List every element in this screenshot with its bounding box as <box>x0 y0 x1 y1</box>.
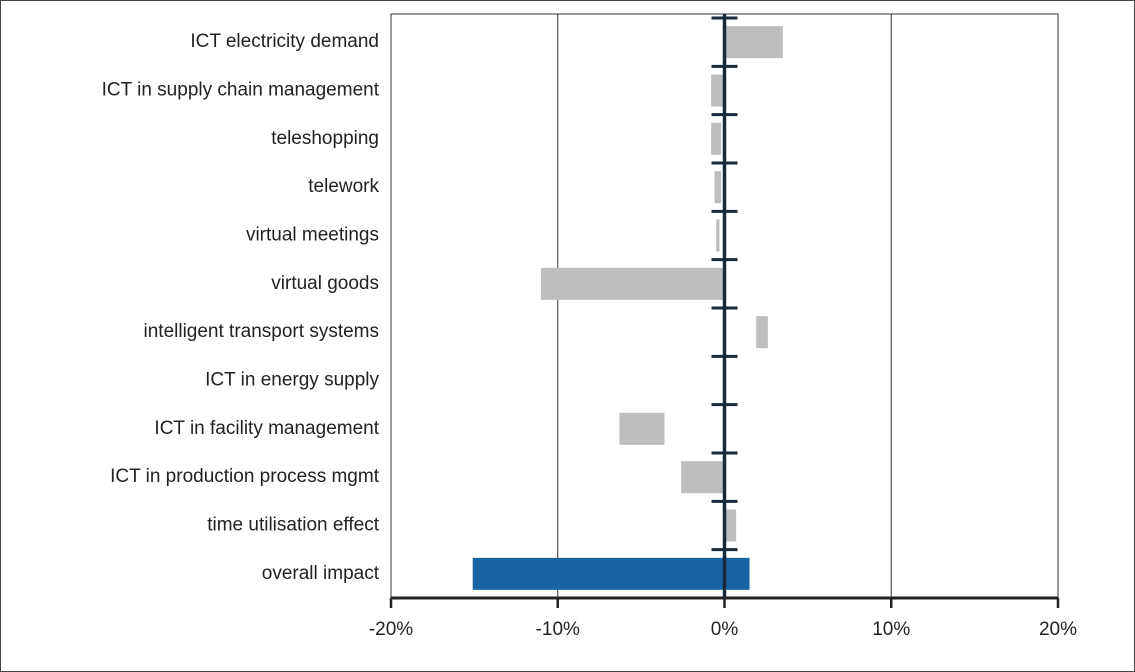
bar <box>711 122 722 155</box>
x-tick-label: 10% <box>872 619 910 640</box>
y-tick-label: overall impact <box>262 563 380 584</box>
x-tick-label: -20% <box>369 619 413 640</box>
y-tick-label: ICT in energy supply <box>205 370 379 391</box>
bar <box>681 461 725 494</box>
bar <box>714 171 722 204</box>
y-tick-label: ICT in production process mgmt <box>110 466 380 487</box>
y-tick-label: ICT in supply chain management <box>102 80 380 101</box>
y-tick-label: virtual meetings <box>246 225 379 246</box>
x-tick-label: 0% <box>711 619 739 640</box>
bar <box>472 557 750 590</box>
bar <box>619 412 665 445</box>
y-tick-label: virtual goods <box>271 273 379 294</box>
y-tick-label: ICT electricity demand <box>190 31 379 52</box>
x-tick-label: 20% <box>1039 619 1077 640</box>
bar <box>716 219 720 252</box>
bar <box>724 509 737 542</box>
y-tick-label: ICT in facility management <box>154 418 379 439</box>
bar <box>711 74 725 107</box>
bar <box>541 267 725 300</box>
y-tick-label: teleshopping <box>271 128 379 149</box>
x-tick-label: -10% <box>536 619 580 640</box>
bar <box>756 316 768 349</box>
bar <box>724 26 783 59</box>
y-tick-label: telework <box>308 176 379 197</box>
y-tick-label: intelligent transport systems <box>144 321 380 342</box>
y-tick-label: time utilisation effect <box>207 515 380 536</box>
